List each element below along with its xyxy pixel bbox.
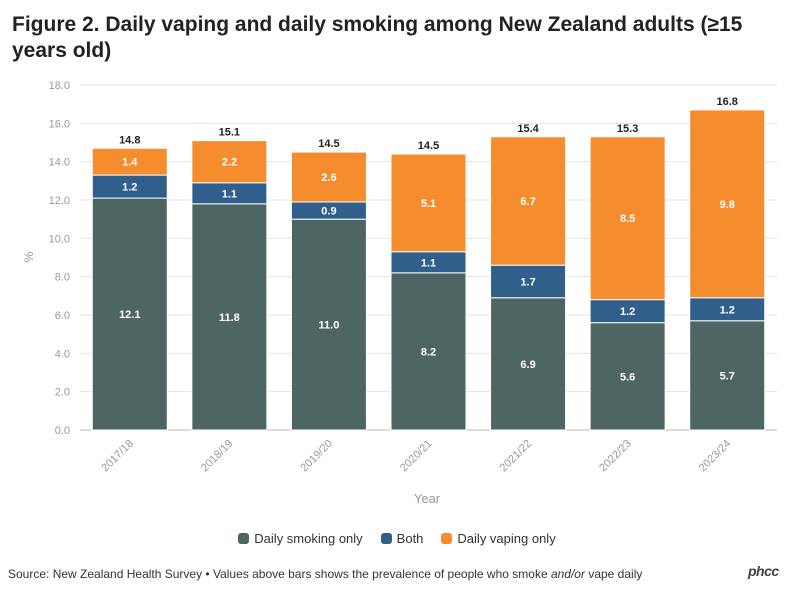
total-label: 15.1 (219, 127, 240, 139)
phcc-logo: phcc (748, 563, 779, 579)
x-tick-label: 2018/19 (199, 438, 236, 475)
data-label: 9.8 (720, 199, 735, 211)
data-label: 11.0 (319, 320, 340, 332)
data-label: 1.7 (520, 276, 535, 288)
data-label: 8.2 (421, 346, 436, 358)
legend-swatch (441, 533, 453, 544)
y-tick-label: 10.0 (49, 233, 70, 245)
bar-segment (490, 136, 567, 266)
bar-segment (689, 320, 766, 431)
legend-label: Daily vaping only (457, 531, 556, 546)
legend: Daily smoking only Both Daily vaping only (0, 531, 794, 546)
y-tick-label: 16.0 (49, 118, 70, 130)
data-label: 1.2 (620, 306, 635, 318)
legend-label: Both (396, 531, 424, 546)
x-tick-label: 2020/21 (398, 438, 435, 475)
x-tick-label: 2023/24 (697, 438, 734, 475)
footnote-text: Source: New Zealand Health Survey • Valu… (8, 567, 551, 581)
legend-swatch (238, 533, 250, 544)
total-label: 14.5 (318, 138, 339, 150)
bar-segment (390, 272, 467, 431)
data-label: 6.7 (520, 196, 535, 208)
bar-segment (91, 197, 168, 431)
y-tick-label: 0.0 (55, 425, 70, 437)
data-label: 5.7 (720, 370, 735, 382)
x-tick-label: 2021/22 (498, 438, 535, 475)
bar-segment (689, 109, 766, 299)
footnote-text-end: vape daily (584, 567, 643, 581)
total-label: 14.5 (418, 140, 439, 152)
y-tick-label: 12.0 (49, 195, 70, 207)
y-axis-label: % (22, 251, 36, 262)
data-label: 5.1 (421, 198, 436, 210)
total-label: 16.8 (717, 96, 738, 108)
x-tick-label: 2022/23 (597, 438, 634, 475)
y-tick-label: 8.0 (55, 272, 70, 284)
x-tick-label: 2019/20 (298, 438, 335, 475)
x-axis-label: Year (414, 491, 441, 506)
legend-item[interactable]: Both (380, 531, 424, 546)
x-tick-label: 2017/18 (99, 438, 136, 475)
legend-item[interactable]: Daily smoking only (238, 531, 363, 546)
total-label: 14.8 (119, 134, 140, 146)
data-label: 11.8 (219, 312, 240, 324)
chart-title: Figure 2. Daily vaping and daily smoking… (12, 13, 743, 62)
bar-segment (91, 147, 168, 176)
y-tick-label: 2.0 (55, 387, 70, 399)
data-label: 12.1 (119, 309, 140, 321)
data-label: 8.5 (620, 213, 635, 225)
bar-segment (290, 151, 367, 203)
data-label: 6.9 (520, 359, 535, 371)
data-label: 5.6 (620, 371, 635, 383)
data-label: 1.2 (122, 182, 137, 194)
bar-segment (490, 297, 567, 431)
source-footnote: Source: New Zealand Health Survey • Valu… (8, 567, 748, 581)
y-tick-label: 18.0 (49, 80, 70, 92)
legend-label: Daily smoking only (254, 531, 363, 546)
y-tick-label: 4.0 (55, 348, 70, 360)
data-label: 1.1 (222, 188, 237, 200)
y-tick-label: 14.0 (49, 157, 70, 169)
bars: 12.1 1.2 1.4 14.8 11.8 1.1 2.2 15.1 11.0 0.9 2.6 14… (91, 96, 766, 431)
legend-item[interactable]: Daily vaping only (441, 531, 556, 546)
bar-segment (191, 140, 268, 184)
y-tick-label: 6.0 (55, 310, 70, 322)
data-label: 2.2 (222, 157, 237, 169)
total-label: 15.3 (617, 123, 638, 135)
data-label: 1.4 (122, 157, 138, 169)
data-label: 1.2 (720, 304, 735, 316)
x-axis: 2017/18 2018/19 2019/20 2020/21 2021/22 2022/… (99, 438, 733, 475)
data-label: 2.6 (321, 172, 336, 184)
bar-segment (390, 153, 467, 253)
bar-segment (589, 136, 666, 301)
bar-segment (290, 218, 367, 431)
total-label: 15.4 (517, 123, 539, 135)
data-label: 0.9 (321, 206, 336, 218)
data-label: 1.1 (421, 257, 436, 269)
legend-swatch (380, 533, 392, 544)
footnote-emphasis: and/or (550, 567, 585, 581)
y-axis: 0.0 2.0 4.0 6.0 8.0 10.0 12.0 14.0 16.0 18.0 (49, 80, 70, 437)
